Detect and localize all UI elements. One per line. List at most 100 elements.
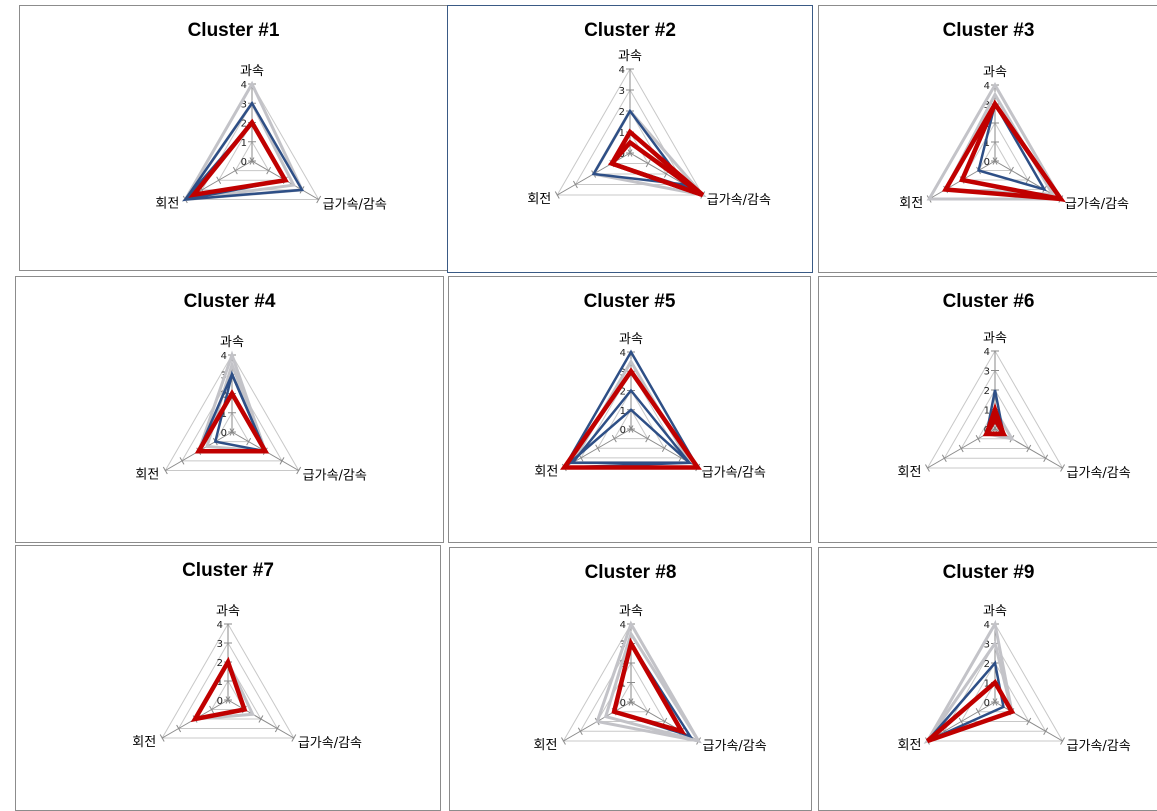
axis-label-accel-decel: 급가속/감속 (1067, 466, 1131, 481)
axis-tick (595, 444, 601, 452)
tick-label: 3 (241, 99, 247, 110)
axis-tick (975, 708, 981, 716)
axis-label-turning: 회전 (527, 192, 551, 207)
axis-tick (225, 696, 231, 704)
cluster-4-chart[interactable]: 0 1 2 3 4 과속 급가속/감속 회전 Cluster #4 (15, 276, 444, 543)
tick-label: 3 (984, 100, 990, 111)
axis-tick (1060, 737, 1065, 745)
axis-label-accel-decel: 급가속/감속 (1067, 739, 1131, 754)
axis-tick (628, 425, 634, 433)
axis-label-speeding: 과속 (216, 604, 240, 619)
grid-ring-3 (580, 370, 682, 459)
series-red-6 (607, 139, 705, 198)
grid-ring-4 (161, 623, 295, 739)
axis-tick (1025, 176, 1031, 184)
tick-label: 1 (221, 409, 227, 420)
grid-ring-2 (961, 122, 1029, 181)
chart-title: Cluster #8 (584, 562, 677, 583)
axis-label-accel-decel: 급가속/감속 (703, 739, 767, 754)
tick-label: 3 (619, 86, 625, 97)
tick-label: 1 (984, 138, 990, 149)
axis-tick (1026, 717, 1032, 726)
cluster-8-chart[interactable]: 0 1 2 3 4 과속 급가속/감속 회전 Cluster #8 (449, 547, 812, 811)
axis-tick (274, 724, 280, 733)
axis-tick (941, 454, 947, 462)
grid-ring-2 (596, 389, 666, 449)
tick-label: 1 (984, 679, 990, 690)
tick-label: 4 (984, 81, 990, 92)
chart-title: Cluster #7 (182, 560, 274, 581)
tick-label: 4 (984, 347, 990, 358)
axis-tick (249, 157, 255, 165)
axis-tick (975, 435, 981, 443)
axis-tick (266, 166, 272, 175)
grid-ring-1 (977, 141, 1013, 171)
axis-label-turning: 회전 (132, 735, 156, 750)
axis-tick (992, 157, 998, 165)
series-red-5 (958, 99, 1066, 203)
axis-tick (958, 717, 964, 726)
tick-label: 0 (221, 428, 227, 439)
axis-tick (554, 191, 560, 199)
axis-tick (573, 180, 578, 189)
axis-tick (316, 195, 322, 204)
chart-title: Cluster #4 (183, 291, 276, 312)
tick-label: 4 (984, 620, 990, 631)
axis-label-speeding: 과속 (619, 332, 643, 347)
cluster-2-chart[interactable]: 0 1 2 3 4 과속 급가속/감속 회전 Cluster #2 (447, 5, 813, 273)
series-blue-4 (560, 408, 693, 469)
tick-label: 1 (984, 406, 990, 417)
axis-tick (246, 437, 252, 446)
grid-ring-3 (177, 641, 279, 729)
tick-label: 1 (619, 128, 625, 139)
axis-label-accel-decel: 급가속/감속 (323, 198, 387, 213)
series-gray-1 (926, 82, 1064, 201)
cluster-6-chart[interactable]: 0 1 2 3 4 과속 급가속/감속 회전 Cluster #6 (818, 276, 1157, 543)
axis-label-speeding: 과속 (983, 331, 1007, 346)
tick-label: 0 (984, 698, 990, 709)
series-blue-3 (591, 108, 688, 187)
grid-ring-4 (556, 68, 704, 196)
tick-label: 4 (620, 348, 626, 359)
series-blue-3 (570, 388, 692, 464)
axis-tick (1060, 464, 1065, 472)
axis-label-turning: 회전 (155, 197, 179, 212)
grid-ring-3 (181, 373, 283, 462)
axis-tick (296, 466, 302, 475)
axis-tick (561, 737, 566, 745)
axis-tick (216, 176, 222, 184)
axis-tick (279, 457, 285, 465)
cluster-7-chart[interactable]: 0 1 2 3 4 과속 급가속/감속 회전 Cluster #7 (15, 545, 441, 811)
axis-label-speeding: 과속 (983, 604, 1007, 619)
cluster-5-chart[interactable]: 0 1 2 3 4 과속 급가속/감속 회전 Cluster #5 (448, 276, 811, 543)
grid-ring-1 (210, 680, 246, 710)
axis-tick (645, 159, 651, 168)
axis-label-accel-decel: 급가속/감속 (303, 469, 367, 484)
cluster-1-chart[interactable]: 0 1 2 3 4 과속 급가속/감속 회전 Cluster #1 (19, 5, 448, 271)
axis-tick (159, 734, 165, 742)
grid-ring-1 (613, 681, 649, 713)
tick-label: 1 (620, 406, 626, 417)
axis-label-speeding: 과속 (240, 64, 264, 79)
axis-label-accel-decel: 급가속/감속 (702, 466, 766, 481)
tick-label: 0 (984, 157, 990, 168)
axis-label-turning: 회전 (534, 465, 558, 480)
grid-ring-4 (926, 350, 1064, 469)
cluster-3-chart[interactable]: 0 1 2 3 4 과속 급가속/감속 회전 Cluster #3 (818, 5, 1157, 273)
grid-ring-1 (214, 411, 250, 443)
axis-tick (291, 734, 297, 742)
axis-tick (162, 466, 168, 475)
series-gray-1 (595, 620, 702, 744)
axis-tick (232, 166, 238, 175)
series-red-4 (611, 637, 687, 735)
tick-label: 2 (241, 119, 247, 130)
axis-tick (577, 727, 583, 735)
chart-title: Cluster #6 (942, 291, 1035, 312)
series-red-5 (560, 367, 702, 470)
cluster-9-chart[interactable]: 0 1 2 3 4 과속 급가속/감속 회전 Cluster #9 (818, 547, 1157, 811)
grid-ring-3 (943, 642, 1047, 732)
chart-title: Cluster #2 (584, 20, 676, 41)
